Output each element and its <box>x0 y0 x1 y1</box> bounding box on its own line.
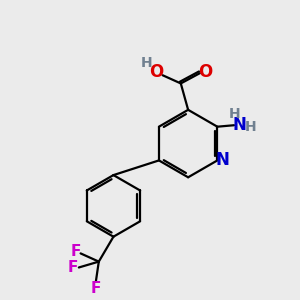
Text: N: N <box>216 152 230 169</box>
Text: F: F <box>91 280 101 296</box>
Text: O: O <box>149 63 163 81</box>
Text: N: N <box>232 116 246 134</box>
Text: O: O <box>199 63 213 81</box>
Text: H: H <box>244 120 256 134</box>
Text: F: F <box>68 260 78 275</box>
Text: H: H <box>229 107 241 121</box>
Text: H: H <box>141 56 153 70</box>
Text: F: F <box>70 244 80 259</box>
